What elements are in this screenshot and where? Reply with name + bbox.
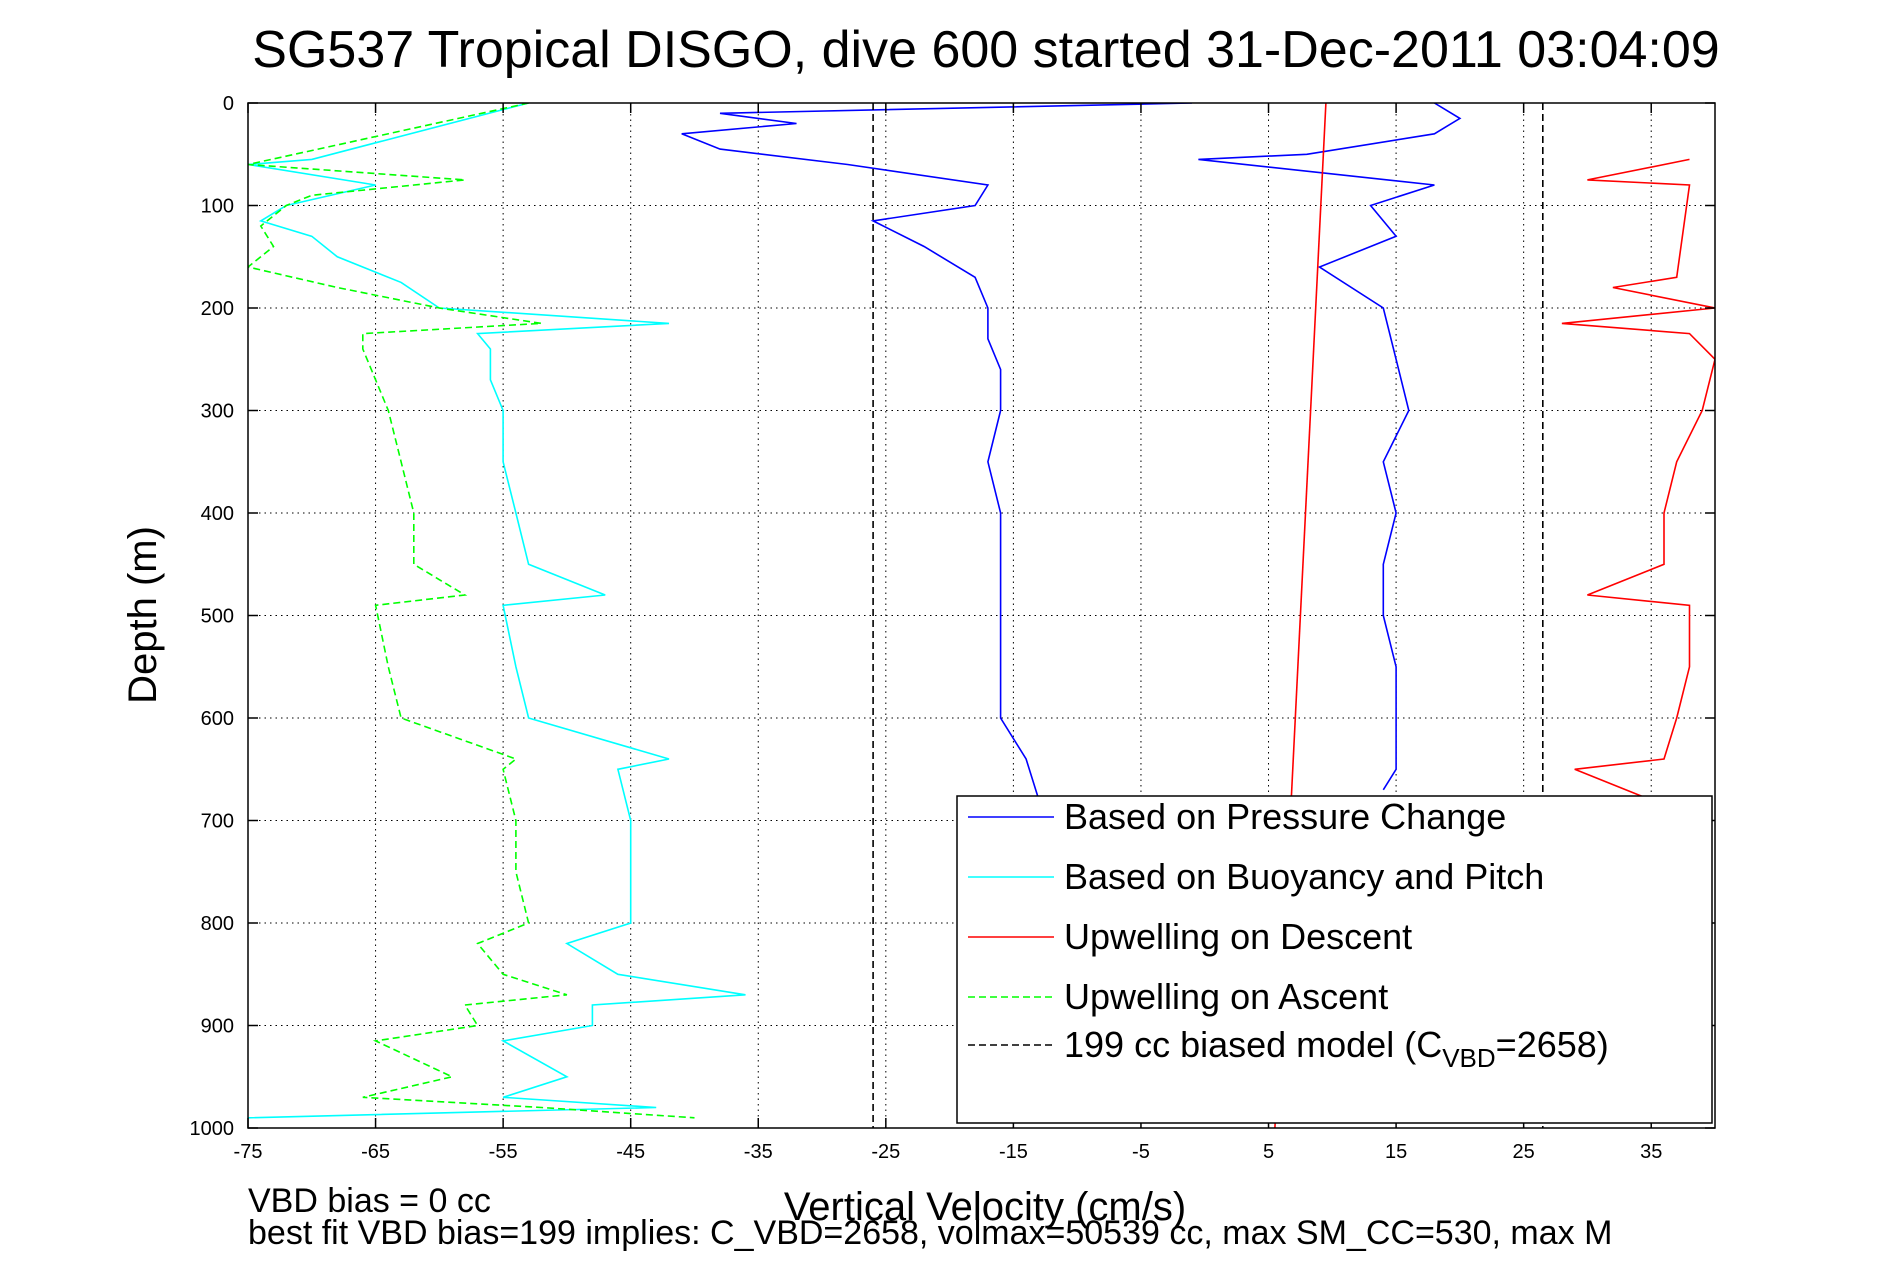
x-axis-label: Vertical Velocity (cm/s)	[784, 1185, 1186, 1229]
x-tick-label: -35	[744, 1141, 773, 1163]
y-tick-label: 800	[201, 913, 234, 935]
legend-items: Based on Pressure Change Based on Buoyanc…	[968, 796, 1609, 1073]
series-line-based-on-buoyancy-and-pitch	[248, 103, 746, 1119]
x-tick-label: -5	[1132, 1141, 1150, 1163]
y-tick-label: 1000	[190, 1118, 235, 1140]
x-tick-label: -25	[871, 1141, 900, 1163]
series-line-based-on-pressure-change	[681, 103, 1193, 801]
y-tick-label: 200	[201, 298, 234, 320]
series-line-upwelling-on-ascent	[248, 103, 695, 1119]
x-axis-ticks: -75 -65 -55 -45 -35 -25 -15 -5 5 15 25 35	[234, 103, 1662, 1163]
x-tick-label: 35	[1640, 1141, 1662, 1163]
x-tick-label: -45	[616, 1141, 645, 1163]
y-tick-label: 600	[201, 708, 234, 730]
series-group	[248, 103, 1715, 1128]
y-tick-label: 700	[201, 811, 234, 833]
legend-label: Based on Pressure Change	[1064, 796, 1506, 837]
annotation-best-fit: best fit VBD bias=199 implies: C_VBD=265…	[248, 1214, 1612, 1252]
chart-title: SG537 Tropical DISGO, dive 600 started 3…	[252, 21, 1719, 79]
series-line-upwelling-on-descent	[1561, 158, 1715, 801]
legend-label: Based on Buoyancy and Pitch	[1064, 856, 1544, 897]
y-tick-label: 400	[201, 503, 234, 525]
x-tick-label: -15	[999, 1141, 1028, 1163]
x-tick-label: 25	[1513, 1141, 1535, 1163]
y-tick-label: 300	[201, 401, 234, 423]
legend: Based on Pressure Change Based on Buoyanc…	[956, 795, 1713, 1124]
y-tick-label: 900	[201, 1016, 234, 1038]
series-layer	[248, 103, 1715, 1128]
legend-box	[956, 795, 1713, 1124]
y-axis-ticks: 0 100 200 300 400 500 600 700 800 900 1000	[190, 93, 1715, 1140]
x-tick-label: 15	[1385, 1141, 1407, 1163]
x-tick-label: -55	[489, 1141, 518, 1163]
y-tick-label: 500	[201, 606, 234, 628]
y-tick-label: 100	[201, 196, 234, 218]
legend-label: 199 cc biased model (CVBD=2658)	[1064, 1024, 1609, 1073]
series-line-based-on-pressure-change	[1198, 103, 1462, 791]
annotation-vbd-bias: VBD bias = 0 cc	[248, 1182, 491, 1220]
y-tick-label: 0	[223, 93, 234, 115]
y-axis-label: Depth (m)	[121, 526, 165, 704]
legend-label: Upwelling on Ascent	[1064, 976, 1388, 1017]
x-tick-label: -75	[234, 1141, 263, 1163]
legend-label: Upwelling on Descent	[1064, 916, 1412, 957]
x-tick-label: 5	[1263, 1141, 1274, 1163]
x-tick-label: -65	[361, 1141, 390, 1163]
